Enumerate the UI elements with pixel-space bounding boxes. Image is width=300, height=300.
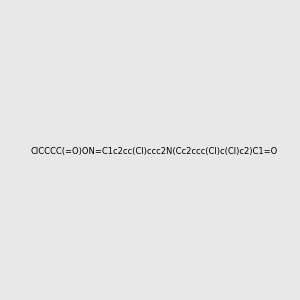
Text: ClCCCC(=O)ON=C1c2cc(Cl)ccc2N(Cc2ccc(Cl)c(Cl)c2)C1=O: ClCCCC(=O)ON=C1c2cc(Cl)ccc2N(Cc2ccc(Cl)c… [30, 147, 278, 156]
